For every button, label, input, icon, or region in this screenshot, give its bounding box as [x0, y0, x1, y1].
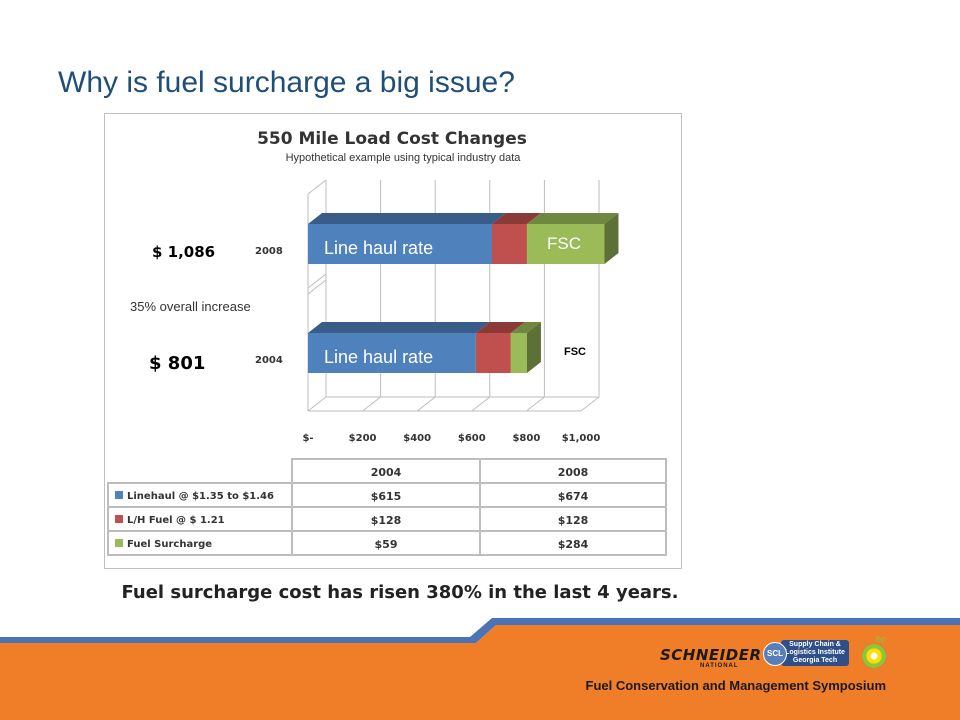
bar-top-face [492, 213, 541, 224]
x-tick-label: $1,000 [562, 433, 601, 444]
bar-segment [308, 224, 493, 264]
scl-logo-text: Supply Chain & Logistics Institute Georg… [781, 640, 849, 666]
footer-text: Fuel Conservation and Management Symposi… [585, 678, 887, 693]
bar-side-face [526, 322, 541, 373]
schneider-logo-sub: NATIONAL [700, 663, 739, 669]
scl-logo-badge: SCL [763, 642, 787, 666]
legend-swatch [115, 539, 123, 547]
grid-floor-line [471, 396, 491, 412]
x-axis-ticks: $- $200 $400 $600 $800 $1,000 [302, 433, 600, 444]
total-2008: $ 1,086 [152, 243, 215, 261]
bar-label-linehaul-2008: Line haul rate [324, 238, 433, 258]
x-tick-label: $- [302, 433, 313, 444]
axis-side-line [307, 279, 327, 295]
x-tick-label: $800 [512, 433, 540, 444]
chart-annotations: Line haul rate Line haul rate FSC FSC $ 1,08… [130, 234, 586, 374]
bp-helios-icon [862, 644, 886, 668]
axis-side-line [307, 273, 327, 289]
bp-logo-text: bp [876, 634, 887, 644]
bar-segment [510, 333, 527, 373]
x-tick-label: $600 [458, 433, 486, 444]
table-legend-border [107, 482, 293, 556]
x-tick-label: $200 [349, 433, 377, 444]
category-labels: 2008 2004 [255, 246, 283, 366]
legend-swatch [115, 515, 123, 523]
bar-top-face [475, 322, 525, 333]
grid-floor-line [526, 396, 545, 412]
bar-segment [526, 224, 605, 264]
data-table: 2004 2008 Linehaul @ $1.35 to $1.46 $615 $67… [107, 458, 667, 556]
bar-top-face [526, 213, 619, 224]
legend-swatch [115, 491, 123, 499]
axis-left-top-line [307, 179, 327, 195]
grid-floor-line [307, 396, 327, 412]
category-label-2008: 2008 [255, 246, 283, 257]
chart-subtitle: Hypothetical example using typical indus… [286, 152, 522, 164]
increase-annotation: 35% overall increase [130, 299, 251, 314]
x-tick-label: $400 [403, 433, 431, 444]
bar-side-face [604, 213, 619, 264]
table-cell: $615 [371, 490, 402, 503]
bar-segment [492, 224, 527, 264]
stacked-bar-chart: 550 Mile Load Cost Changes Hypothetical … [107, 129, 667, 556]
chart-bars [308, 213, 619, 373]
grid-floor-line [416, 396, 436, 412]
table-cell: $59 [375, 538, 398, 551]
chart-frame: 550 Mile Load Cost Changes Hypothetical … [104, 113, 682, 569]
bar-label-linehaul-2004: Line haul rate [324, 347, 433, 367]
schneider-logo: SCHNEIDER [660, 646, 762, 664]
bp-logo: bp [860, 634, 888, 668]
legend-label: Fuel Surcharge [127, 539, 212, 550]
table-cell: $674 [558, 490, 589, 503]
bar-segment [308, 333, 476, 373]
table-column-header: 2008 [558, 466, 589, 479]
category-label-2004: 2004 [255, 355, 283, 366]
table-column-header: 2004 [371, 466, 402, 479]
bar-top-face [510, 322, 541, 333]
slide-title: Why is fuel surcharge a big issue? [58, 66, 515, 99]
bar-segment [475, 333, 511, 373]
bar-top-face [308, 213, 507, 224]
table-cell: $128 [371, 514, 402, 527]
bar-top-face [308, 322, 490, 333]
footer-blue-swoosh [0, 618, 960, 643]
legend-label: L/H Fuel @ $ 1.21 [127, 515, 225, 526]
footer-band [0, 615, 960, 720]
table-cell: $128 [558, 514, 589, 527]
table-cell: $284 [558, 538, 589, 551]
bar-label-fsc-2008: FSC [547, 234, 581, 253]
total-2004: $ 801 [149, 353, 205, 374]
slide-caption: Fuel surcharge cost has risen 380% in th… [121, 582, 679, 603]
grid-floor-line [580, 396, 600, 412]
scl-logo: Supply Chain & Logistics Institute Georg… [763, 640, 849, 666]
legend-label: Linehaul @ $1.35 to $1.46 [127, 491, 274, 502]
fsc-outside-label: FSC [564, 346, 586, 358]
grid-floor-line [362, 396, 381, 412]
chart-title: 550 Mile Load Cost Changes [257, 129, 527, 149]
